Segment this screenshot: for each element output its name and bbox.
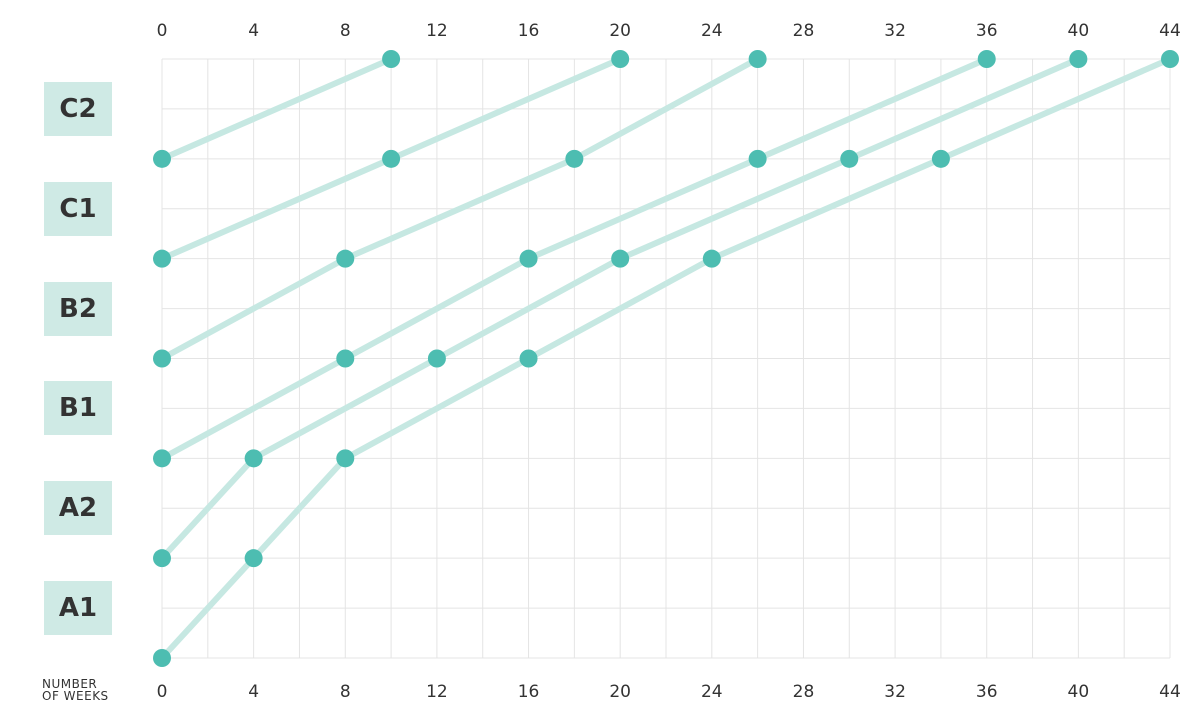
x-axis-title: NUMBER OF WEEKS [42, 678, 109, 702]
data-point [519, 349, 538, 368]
x-tick-label-bottom: 24 [701, 682, 723, 702]
data-point [336, 449, 355, 468]
data-point [611, 249, 630, 268]
data-point [977, 50, 996, 68]
data-point [565, 149, 584, 168]
level-label-b2: B2 [44, 281, 112, 336]
grid [161, 58, 1171, 659]
series-2 [153, 50, 630, 268]
level-label-a1: A1 [44, 581, 112, 636]
series-6 [153, 50, 1179, 667]
x-tick-label-bottom: 16 [518, 682, 540, 702]
data-point [336, 349, 355, 368]
x-tick-label-top: 8 [340, 21, 351, 41]
x-tick-label-bottom: 32 [884, 682, 906, 702]
x-tick-label-top: 24 [701, 21, 723, 41]
x-tick-label-bottom: 8 [340, 682, 351, 702]
data-point [840, 149, 859, 168]
series-line [159, 56, 1082, 562]
series-4 [153, 50, 996, 468]
data-point [702, 249, 721, 268]
x-tick-label-top: 36 [976, 21, 998, 41]
series-3 [153, 50, 767, 368]
x-tick-label-top: 20 [609, 21, 631, 41]
x-tick-label-top: 12 [426, 21, 448, 41]
x-tick-label-top: 32 [884, 21, 906, 41]
data-point [1069, 50, 1088, 68]
x-tick-label-bottom: 40 [1068, 682, 1090, 702]
data-point [382, 149, 401, 168]
data-point [153, 549, 171, 568]
x-tick-label-top: 4 [248, 21, 259, 41]
data-point [153, 449, 171, 468]
tick-labels: 0044881212161620202424282832323636404044… [157, 21, 1181, 702]
data-point [748, 50, 767, 68]
x-axis-title-line-1: NUMBER [42, 677, 98, 691]
series-group [153, 50, 1179, 667]
level-label-c1: C1 [44, 181, 112, 236]
x-tick-label-top: 16 [518, 21, 540, 41]
x-tick-label-top: 44 [1159, 21, 1181, 41]
data-point [244, 449, 263, 468]
x-tick-label-bottom: 4 [248, 682, 259, 702]
x-tick-label-bottom: 36 [976, 682, 998, 702]
series-line [159, 56, 761, 362]
x-tick-label-top: 28 [793, 21, 815, 41]
data-point [244, 549, 263, 568]
series-5 [153, 50, 1088, 568]
data-point [382, 50, 401, 68]
level-label-b1: B1 [44, 381, 112, 436]
x-tick-label-bottom: 0 [157, 682, 168, 702]
level-label-a2: A2 [44, 481, 112, 536]
data-point [931, 149, 950, 168]
x-tick-label-bottom: 20 [609, 682, 631, 702]
data-point [519, 249, 538, 268]
data-point [611, 50, 630, 68]
x-tick-label-top: 0 [157, 21, 168, 41]
data-point [427, 349, 446, 368]
data-point [1161, 50, 1179, 68]
series-1 [153, 50, 401, 168]
x-tick-label-bottom: 28 [793, 682, 815, 702]
data-point [153, 249, 171, 268]
data-point [748, 149, 767, 168]
x-tick-label-top: 40 [1068, 21, 1090, 41]
x-tick-label-bottom: 12 [426, 682, 448, 702]
data-point [153, 649, 171, 667]
data-point [153, 349, 171, 368]
x-axis-title-line-2: OF WEEKS [42, 689, 109, 703]
x-tick-label-bottom: 44 [1159, 682, 1181, 702]
level-label-c2: C2 [44, 81, 112, 136]
series-line [159, 56, 395, 162]
data-point [153, 149, 171, 168]
data-point [336, 249, 355, 268]
